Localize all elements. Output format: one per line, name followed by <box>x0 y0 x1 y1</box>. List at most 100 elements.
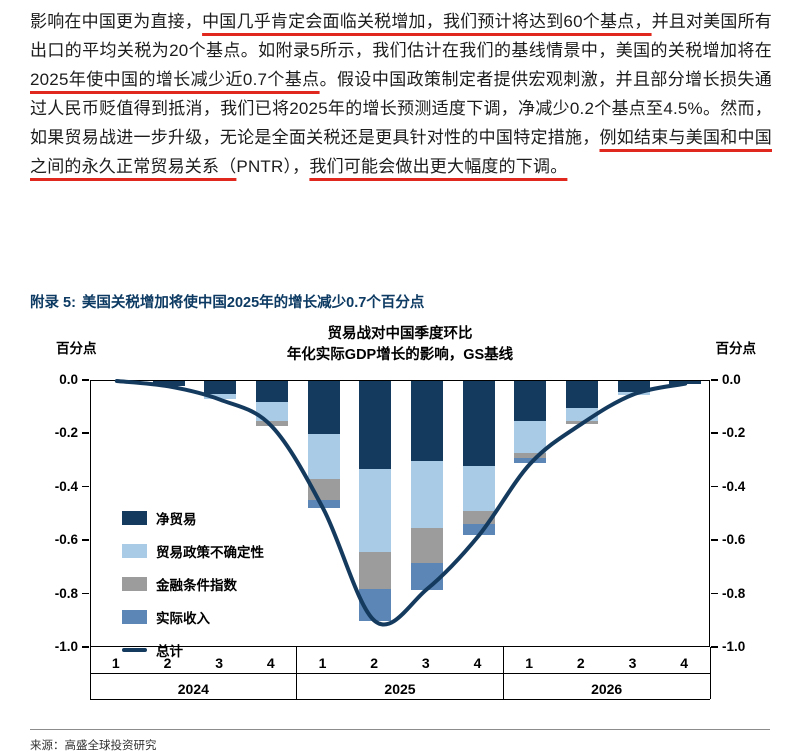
legend-line-swatch <box>122 647 147 653</box>
legend-swatch <box>122 511 147 525</box>
x-tick-quarter: 3 <box>628 655 637 671</box>
bar-segment <box>411 461 443 528</box>
x-tick-year: 2024 <box>177 681 209 697</box>
legend-swatch <box>122 577 147 591</box>
x-axis-quarter-rule <box>90 673 710 674</box>
bar-segment <box>514 381 546 421</box>
x-tick-quarter: 2 <box>163 655 172 671</box>
bar-segment <box>256 421 288 426</box>
y-tick-mark-right <box>711 485 718 488</box>
x-axis-group-separator <box>709 647 711 699</box>
x-tick-year: 2025 <box>384 681 416 697</box>
annotated-text: 例如结束与美国和中国之间的永久正常贸易关系（ <box>30 128 772 176</box>
source-line: 来源：高盛全球投资研究 <box>30 729 770 753</box>
x-tick-quarter: 3 <box>215 655 224 671</box>
bar-segment <box>514 421 546 453</box>
x-tick-quarter: 2 <box>576 655 585 671</box>
y-tick-label-left: 0.0 <box>59 372 78 387</box>
bar-segment <box>463 511 495 524</box>
bar-segment <box>153 381 185 386</box>
left-axis-unit-label: 百分点 <box>56 341 97 356</box>
text-segment: 并且对美国所有出口的平均关税为20个基点。如附录5所示，我们估计在我们的基线情景… <box>30 12 773 60</box>
y-tick-label-left: -0.6 <box>54 532 78 548</box>
x-axis-group-separator <box>296 647 298 699</box>
right-axis-unit-label: 百分点 <box>715 341 757 356</box>
bar-segment <box>256 381 288 402</box>
text-segment: 影响在中国更为直接， <box>30 12 203 31</box>
x-axis-year-rule <box>90 699 710 700</box>
bar-segment <box>566 381 598 408</box>
plot-area <box>90 379 710 647</box>
bar-segment <box>463 381 495 466</box>
x-tick-quarter: 1 <box>318 655 327 671</box>
bar-segment <box>204 394 236 399</box>
x-tick-quarter: 3 <box>421 655 430 671</box>
bar-segment <box>359 469 391 552</box>
chart: 贸易战对中国季度环比 年化实际GDP增长的影响，GS基线 百分点 百分点 净贸易… <box>30 322 770 722</box>
bar-segment <box>359 381 391 469</box>
legend-item: 贸易政策不确定性 <box>122 541 264 561</box>
bar-segment <box>411 381 443 461</box>
chart-title-line1: 贸易战对中国季度环比 <box>327 326 473 342</box>
annotated-text: 中国几乎肯定会面临关税增加，我们预计将达到60个基点， <box>202 12 652 31</box>
chart-title-line2: 年化实际GDP增长的影响，GS基线 <box>286 347 514 363</box>
legend-swatch <box>122 544 147 558</box>
legend-label: 金融条件指数 <box>156 578 237 593</box>
x-tick-quarter: 1 <box>111 655 120 671</box>
bar-segment <box>463 466 495 511</box>
legend-item: 净贸易 <box>122 508 264 528</box>
bar-segment <box>514 453 546 458</box>
annotated-text: 我们可能会做出更大幅度的下调。 <box>309 157 568 176</box>
legend-swatch <box>122 610 147 624</box>
bar-segment <box>256 402 288 421</box>
y-tick-mark-left <box>82 432 89 434</box>
bar-segment <box>308 381 340 434</box>
y-tick-mark-left <box>82 379 89 381</box>
bar-segment <box>204 381 236 394</box>
legend-item: 金融条件指数 <box>122 574 264 594</box>
y-tick-mark-left <box>82 485 89 488</box>
x-tick-quarter: 1 <box>525 655 534 671</box>
y-tick-mark-right <box>711 432 718 434</box>
y-tick-mark-right <box>711 592 718 595</box>
y-tick-mark-left <box>82 539 89 541</box>
y-tick-label-right: -0.2 <box>722 425 746 441</box>
total-line <box>114 379 688 627</box>
x-axis-group-separator <box>89 647 91 699</box>
bar-segment <box>411 563 443 590</box>
y-tick-label-right: -0.4 <box>722 478 746 494</box>
y-tick-label-right: 0.0 <box>722 372 741 387</box>
legend-label: 总计 <box>156 644 183 659</box>
y-tick-mark-left <box>82 592 89 595</box>
bar-segment <box>411 528 443 563</box>
legend-item: 总计 <box>122 640 264 660</box>
x-axis-group-separator <box>502 647 504 699</box>
bar-segment <box>618 381 650 392</box>
y-tick-label-left: -0.8 <box>54 585 78 601</box>
bar-segment <box>514 458 546 463</box>
legend-item: 实际收入 <box>122 607 264 627</box>
legend-label: 贸易政策不确定性 <box>156 545 264 560</box>
body-paragraph: 影响在中国更为直接，中国几乎肯定会面临关税增加，我们预计将达到60个基点，并且对… <box>30 7 772 181</box>
bar-segment <box>359 552 391 589</box>
x-tick-quarter: 4 <box>473 655 482 671</box>
y-tick-label-right: -0.8 <box>722 585 746 601</box>
y-tick-label-right: -0.6 <box>722 532 746 548</box>
y-tick-label-left: -1.0 <box>54 639 78 654</box>
x-tick-year: 2026 <box>591 681 623 697</box>
y-tick-mark-right <box>711 646 718 648</box>
legend-label: 实际收入 <box>156 611 210 626</box>
y-tick-mark-right <box>711 379 718 381</box>
bar-segment <box>463 524 495 535</box>
exhibit-title: 附录 5: 美国关税增加将使中国2025年的增长减少0.7个百分点 <box>30 291 770 312</box>
y-tick-label-left: -0.4 <box>54 478 78 494</box>
x-tick-quarter: 4 <box>266 655 275 671</box>
x-tick-quarter: 4 <box>680 655 689 671</box>
annotated-text: 2025年使中国的增长减少近0.7个基点 <box>30 70 320 89</box>
exhibit-label: 附录 5: <box>30 295 76 311</box>
legend-label: 净贸易 <box>156 512 197 527</box>
bar-segment <box>308 434 340 479</box>
chart-legend: 净贸易贸易政策不确定性 金融条件指数 实际收入总计 <box>122 508 264 660</box>
bar-segment <box>308 500 340 508</box>
text-segment: PNTR）， <box>236 157 310 176</box>
